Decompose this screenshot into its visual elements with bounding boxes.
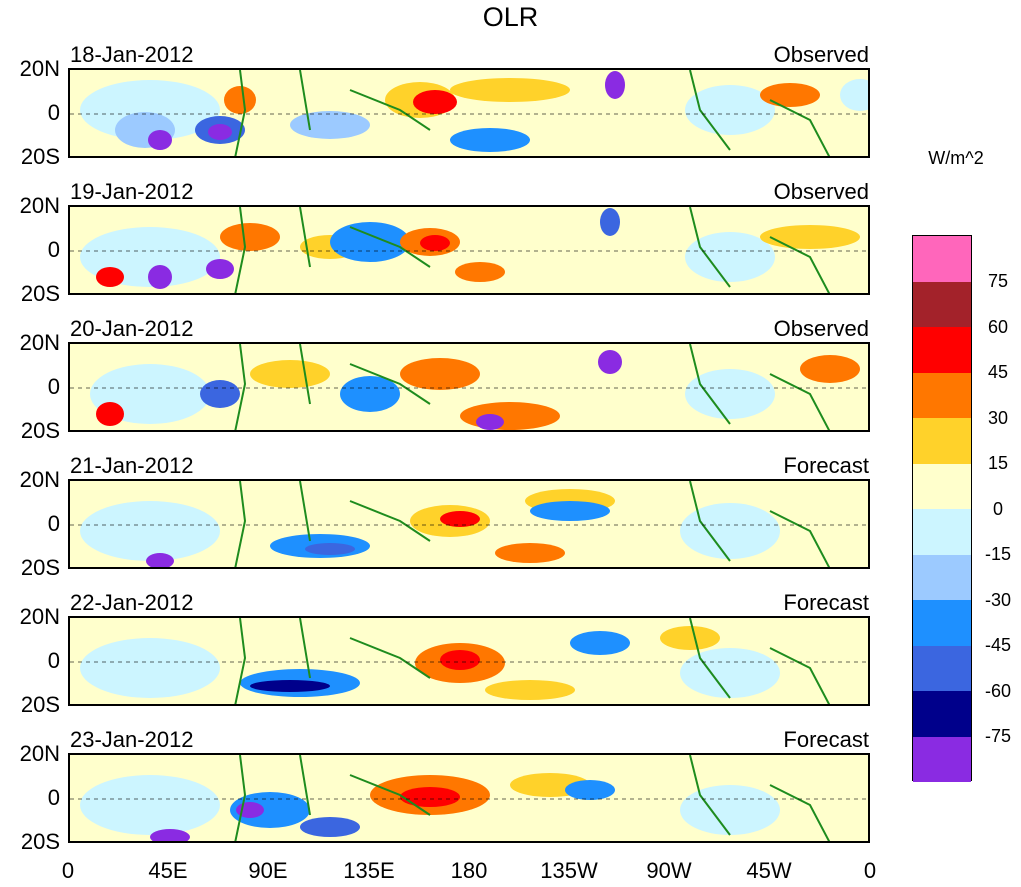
panel-4-lat-20n: 20N (19, 467, 60, 492)
olr-field-6 (70, 755, 868, 841)
panel-1-lat-0: 0 (47, 100, 60, 125)
lon-label-180: 180 (450, 858, 488, 883)
colorbar-label-30: 30 (987, 408, 1009, 428)
panel-2-lat-20s: 20S (20, 281, 60, 306)
colorbar-label-neg45: -45 (984, 635, 1011, 655)
colorbar-swatch-7 (913, 509, 971, 556)
panel-3-lat-0: 0 (47, 374, 60, 399)
panel-1-lat-20s: 20S (20, 144, 60, 169)
colorbar-label-neg60: -60 (984, 681, 1011, 701)
panel-6-date: 23-Jan-2012 (70, 727, 194, 752)
panel-4-date: 21-Jan-2012 (70, 453, 194, 478)
colorbar-label-60: 60 (987, 317, 1009, 337)
panel-3-date: 20-Jan-2012 (70, 316, 194, 341)
colorbar-swatch-8 (913, 554, 971, 601)
colorbar-label-neg15: -15 (984, 544, 1011, 564)
panel-5-lat-20s: 20S (20, 692, 60, 717)
colorbar-label-15: 15 (987, 453, 1009, 473)
panel-2-kind: Observed (773, 179, 869, 204)
colorbar-label-75: 75 (987, 271, 1009, 291)
map-panel-2 (68, 205, 870, 295)
panel-3-lat-20s: 20S (20, 418, 60, 443)
colorbar-label-neg30: -30 (984, 590, 1011, 610)
lon-label-90e: 90E (248, 858, 288, 883)
map-panel-5 (68, 616, 870, 706)
colorbar-swatch-1 (913, 236, 971, 283)
colorbar-swatch-3 (913, 327, 971, 374)
olr-field-3 (70, 344, 868, 430)
lon-label-45e: 45E (148, 858, 188, 883)
panel-2-lat-0: 0 (47, 237, 60, 262)
olr-field-5 (70, 618, 868, 704)
map-panel-6 (68, 753, 870, 843)
colorbar (912, 235, 972, 782)
lon-label-90w: 90W (646, 858, 692, 883)
olr-field-1 (70, 70, 868, 156)
colorbar-swatch-2 (913, 281, 971, 328)
colorbar-swatch-12 (913, 736, 971, 782)
lon-label-0: 0 (61, 858, 75, 883)
lon-label-135w: 135W (540, 858, 598, 883)
olr-field-4 (70, 481, 868, 567)
map-panel-3 (68, 342, 870, 432)
panel-4-lat-20s: 20S (20, 555, 60, 580)
panel-1-kind: Observed (773, 42, 869, 67)
lon-label-45w: 45W (746, 858, 792, 883)
panel-6-lat-20n: 20N (19, 741, 60, 766)
panel-1-date: 18-Jan-2012 (70, 42, 194, 67)
colorbar-swatch-10 (913, 645, 971, 692)
map-panel-4 (68, 479, 870, 569)
map-panel-1 (68, 68, 870, 158)
olr-field-2 (70, 207, 868, 293)
panel-2-date: 19-Jan-2012 (70, 179, 194, 204)
panel-2-lat-20n: 20N (19, 193, 60, 218)
panel-6-lat-0: 0 (47, 785, 60, 810)
colorbar-label-0: 0 (992, 499, 1003, 519)
colorbar-swatch-5 (913, 418, 971, 465)
colorbar-swatch-11 (913, 691, 971, 738)
chart-title: OLR (482, 2, 539, 32)
colorbar-label-neg75: -75 (984, 726, 1011, 746)
panel-4-kind: Forecast (783, 453, 869, 478)
panel-3-lat-20n: 20N (19, 330, 60, 355)
panel-6-lat-20s: 20S (20, 829, 60, 854)
panel-5-date: 22-Jan-2012 (70, 590, 194, 615)
panel-5-lat-0: 0 (47, 648, 60, 673)
colorbar-units: W/m^2 (928, 148, 984, 168)
panel-4-lat-0: 0 (47, 511, 60, 536)
colorbar-swatch-6 (913, 463, 971, 510)
panel-1-lat-20n: 20N (19, 56, 60, 81)
panel-5-kind: Forecast (783, 590, 869, 615)
panel-3-kind: Observed (773, 316, 869, 341)
colorbar-swatch-9 (913, 600, 971, 647)
panel-6-kind: Forecast (783, 727, 869, 752)
lon-label-0-end: 0 (863, 858, 877, 883)
colorbar-swatch-4 (913, 372, 971, 419)
colorbar-label-45: 45 (987, 362, 1009, 382)
panel-5-lat-20n: 20N (19, 604, 60, 629)
lon-label-135e: 135E (343, 858, 395, 883)
